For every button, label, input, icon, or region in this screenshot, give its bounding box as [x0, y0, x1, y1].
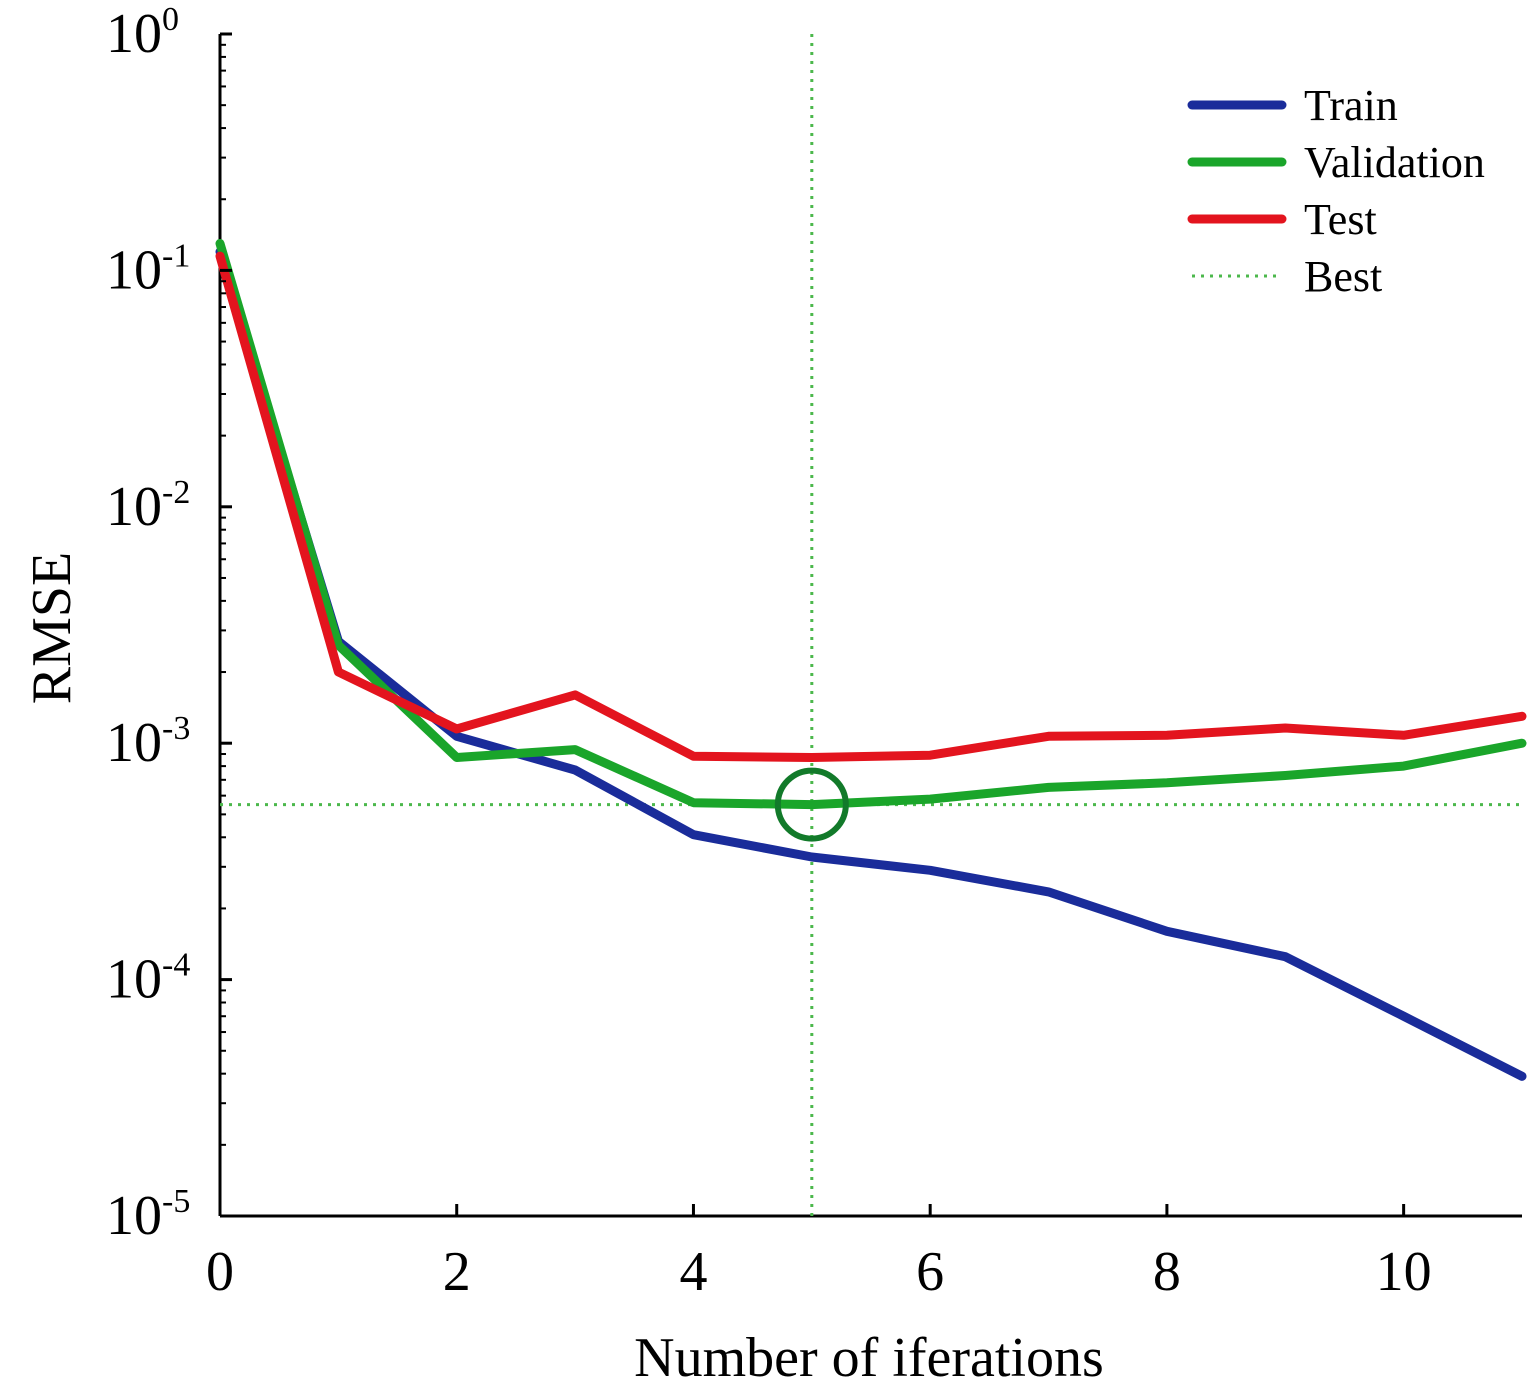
y-tick-label: 10-5 [106, 1183, 190, 1247]
legend-label: Best [1304, 252, 1382, 301]
x-tick-label: 0 [206, 1241, 234, 1303]
legend-label: Test [1304, 195, 1377, 244]
series-line-validation [215, 239, 1527, 810]
series-line-test [215, 251, 1527, 762]
legend-label: Validation [1304, 138, 1485, 187]
x-axis-title: Number of iferations [634, 1327, 1104, 1389]
plot-axes [218, 34, 1522, 1218]
y-tick-label: 10-1 [106, 237, 190, 301]
y-tick-label: 10-2 [106, 474, 190, 538]
x-tick-label: 6 [916, 1241, 944, 1303]
best-marker [774, 767, 849, 842]
x-tick-label: 10 [1376, 1241, 1432, 1303]
y-tick-label: 10-3 [106, 710, 190, 774]
y-axis-title: RMSE [21, 552, 83, 705]
y-axis-ticks: 100 10-1 10-2 10-3 10-4 10-5 [106, 1, 232, 1247]
best-marker-layer [774, 767, 849, 842]
x-axis-ticks: 0 2 4 6 8 10 [206, 1204, 1432, 1303]
legend: Train Validation Test Best [1187, 81, 1485, 301]
series-layer [215, 239, 1527, 1081]
x-tick-label: 2 [443, 1241, 471, 1303]
legend-label: Train [1304, 81, 1398, 130]
y-tick-label: 10-4 [106, 947, 190, 1011]
x-tick-label: 4 [679, 1241, 707, 1303]
series-line-train [215, 247, 1527, 1081]
y-tick-label: 100 [106, 1, 179, 65]
x-tick-label: 8 [1153, 1241, 1181, 1303]
